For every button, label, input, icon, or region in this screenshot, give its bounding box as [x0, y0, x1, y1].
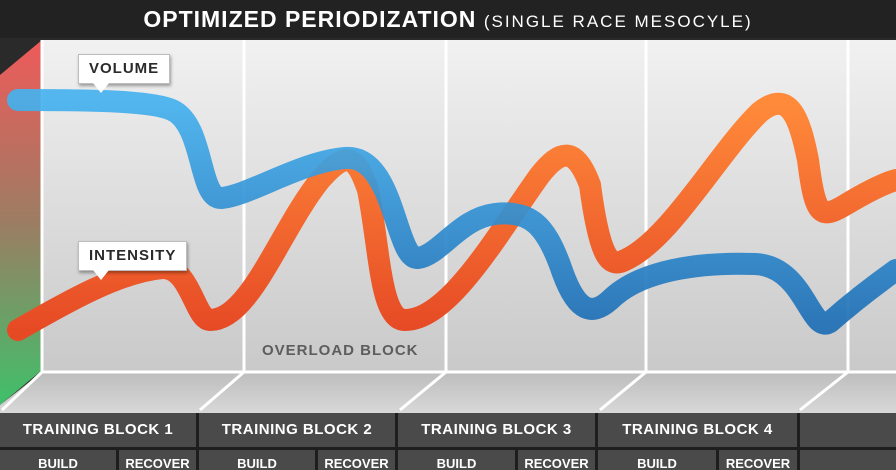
phase-partial: [800, 450, 896, 470]
title-main: OPTIMIZED PERIODIZATION: [143, 6, 477, 32]
training-block-5-partial: [800, 413, 896, 447]
phase-recover: RECOVER: [119, 450, 196, 470]
intensity-ribbon: [7, 92, 896, 341]
intensity-legend-label: INTENSITY: [78, 241, 188, 280]
floor: [0, 372, 896, 413]
phase-build: BUILD: [0, 450, 116, 470]
volume-ribbon: [7, 89, 896, 335]
phase-recover: RECOVER: [318, 450, 395, 470]
header-bar: [0, 0, 896, 38]
phase-recover: RECOVER: [719, 450, 797, 470]
diagram-canvas: [0, 38, 896, 413]
phase-recover: RECOVER: [518, 450, 595, 470]
phase-build: BUILD: [598, 450, 716, 470]
volume-legend-label: VOLUME: [78, 54, 171, 93]
phase-build: BUILD: [199, 450, 315, 470]
back-wall: [42, 40, 896, 372]
training-block-2: TRAINING BLOCK 2: [199, 413, 395, 447]
training-block-3: TRAINING BLOCK 3: [398, 413, 595, 447]
training-block-4: TRAINING BLOCK 4: [598, 413, 797, 447]
phase-build: BUILD: [398, 450, 515, 470]
overload-block-annotation: OVERLOAD BLOCK: [262, 342, 419, 359]
title-subtitle: (SINGLE RACE MESOCYLE): [483, 12, 753, 31]
training-block-1: TRAINING BLOCK 1: [0, 413, 196, 447]
page-title: OPTIMIZED PERIODIZATION (SINGLE RACE MES…: [0, 0, 896, 38]
